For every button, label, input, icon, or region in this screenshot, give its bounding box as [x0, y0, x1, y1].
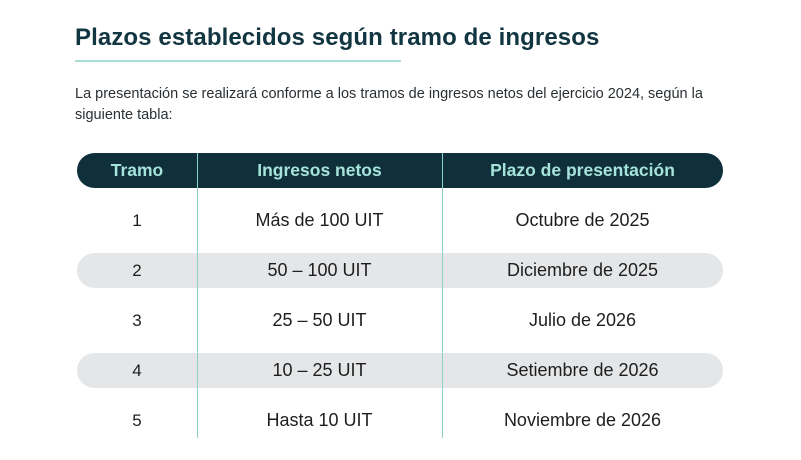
table-row: 3 25 – 50 UIT Julio de 2026: [77, 288, 723, 338]
row-shade: [77, 353, 723, 388]
column-divider: [197, 153, 198, 438]
intro-paragraph: La presentación se realizará conforme a …: [75, 86, 703, 123]
table-body: 1 Más de 100 UIT Octubre de 2025 2 50 – …: [77, 188, 723, 438]
cell-ingresos: Más de 100 UIT: [255, 210, 384, 230]
table-row: 5 Hasta 10 UIT Noviembre de 2026: [77, 388, 723, 438]
table-header: Tramo Ingresos netos Plazo de presentaci…: [77, 153, 723, 188]
table-row: 1 Más de 100 UIT Octubre de 2025: [77, 188, 723, 238]
cell-tramo: 2: [132, 260, 142, 280]
cell-plazo: Octubre de 2025: [515, 210, 650, 230]
cell-plazo: Setiembre de 2026: [506, 360, 659, 380]
column-divider: [442, 153, 443, 438]
table-row: 4 10 – 25 UIT Setiembre de 2026: [77, 338, 723, 388]
cell-tramo: 1: [132, 210, 142, 230]
title-underline: [75, 60, 401, 62]
header-plazo: Plazo de presentación: [490, 160, 675, 180]
cell-tramo: 5: [132, 410, 142, 430]
header-ingresos-netos: Ingresos netos: [257, 160, 382, 180]
cell-ingresos: Hasta 10 UIT: [266, 410, 373, 430]
row-shade: [77, 253, 723, 288]
cell-plazo: Diciembre de 2025: [506, 260, 659, 280]
table-row: 2 50 – 100 UIT Diciembre de 2025: [77, 238, 723, 288]
cell-plazo: Noviembre de 2026: [503, 410, 662, 430]
cell-tramo: 4: [132, 360, 142, 380]
cell-ingresos: 50 – 100 UIT: [267, 260, 372, 280]
cell-plazo: Julio de 2026: [528, 310, 637, 330]
cell-ingresos: 25 – 50 UIT: [272, 310, 367, 330]
deadlines-table: Tramo Ingresos netos Plazo de presentaci…: [77, 153, 723, 438]
cell-tramo: 3: [132, 310, 142, 330]
cell-ingresos: 10 – 25 UIT: [272, 360, 367, 380]
page-title: Plazos establecidos según tramo de ingre…: [75, 24, 600, 51]
header-tramo: Tramo: [110, 160, 164, 180]
